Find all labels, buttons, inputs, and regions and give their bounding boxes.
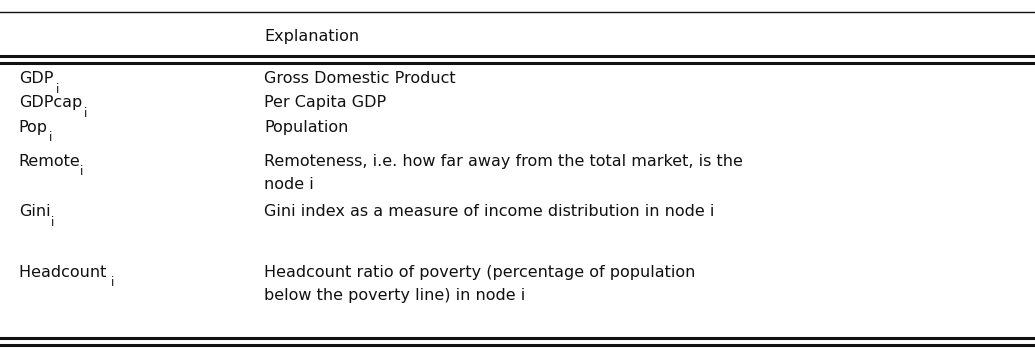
Text: Remoteness, i.e. how far away from the total market, is the: Remoteness, i.e. how far away from the t… — [264, 154, 743, 169]
Text: i: i — [84, 107, 87, 120]
Text: i: i — [56, 82, 59, 96]
Text: below the poverty line) in node i: below the poverty line) in node i — [264, 288, 525, 303]
Text: Population: Population — [264, 120, 349, 135]
Text: Gross Domestic Product: Gross Domestic Product — [264, 71, 455, 86]
Text: Pop: Pop — [19, 120, 48, 135]
Text: Per Capita GDP: Per Capita GDP — [264, 95, 386, 110]
Text: Gini index as a measure of income distribution in node i: Gini index as a measure of income distri… — [264, 205, 714, 220]
Text: GDPcap: GDPcap — [19, 95, 82, 110]
Text: Gini: Gini — [19, 205, 51, 220]
Text: Headcount: Headcount — [19, 265, 111, 280]
Text: i: i — [52, 216, 55, 229]
Text: Headcount ratio of poverty (percentage of population: Headcount ratio of poverty (percentage o… — [264, 265, 696, 280]
Text: i: i — [111, 276, 114, 290]
Text: Remote: Remote — [19, 154, 81, 169]
Text: node i: node i — [264, 177, 314, 192]
Text: i: i — [49, 131, 53, 144]
Text: i: i — [80, 165, 84, 179]
Text: Explanation: Explanation — [264, 29, 359, 44]
Text: GDP: GDP — [19, 71, 53, 86]
